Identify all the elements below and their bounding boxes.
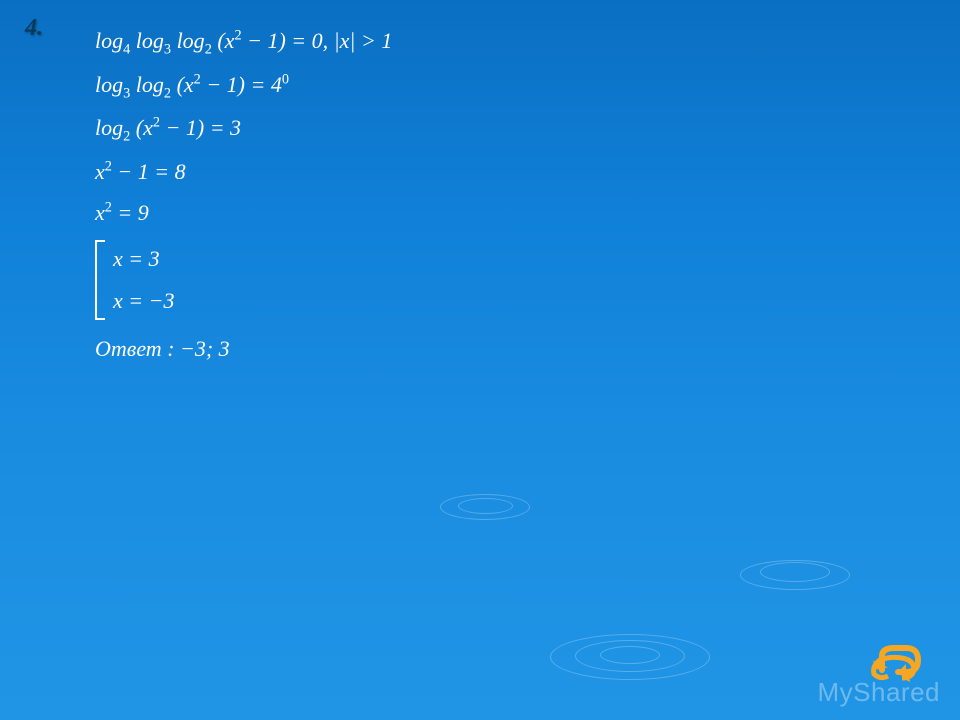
text: log — [130, 72, 164, 97]
solution-block: log4 log3 log2 (x2 − 1) = 0, |x| > 1 log… — [95, 20, 392, 370]
text: x — [95, 200, 105, 225]
text: log — [171, 28, 205, 53]
text: log — [130, 28, 164, 53]
subscript: 2 — [164, 85, 171, 101]
equation-line-1: log4 log3 log2 (x2 − 1) = 0, |x| > 1 — [95, 20, 392, 64]
superscript: 2 — [234, 28, 241, 44]
superscript: 2 — [153, 115, 160, 131]
text: − 1) = 0, |x| > 1 — [242, 28, 393, 53]
equation-line-7: x = −3 — [113, 280, 392, 322]
answer-line: Ответ : −3; 3 — [95, 328, 392, 370]
left-bracket-icon — [95, 240, 105, 320]
text: log — [95, 115, 123, 140]
equation-line-5: x2 = 9 — [95, 192, 392, 234]
text: (x — [130, 115, 153, 140]
text: (x — [171, 72, 194, 97]
equation-line-4: x2 − 1 = 8 — [95, 151, 392, 193]
text: log — [95, 28, 123, 53]
back-arrow-button[interactable] — [868, 642, 922, 682]
equation-line-6: x = 3 — [113, 238, 392, 280]
watermark: MyShared — [818, 677, 941, 708]
superscript: 2 — [194, 71, 201, 87]
text: (x — [212, 28, 235, 53]
text: x — [95, 159, 105, 184]
solution-bracket: x = 3 x = −3 — [95, 238, 392, 322]
subscript: 2 — [205, 41, 212, 57]
u-turn-arrow-icon — [868, 642, 922, 682]
text: − 1 = 8 — [112, 159, 186, 184]
text: = 9 — [112, 200, 149, 225]
text: − 1) = 4 — [201, 72, 282, 97]
equation-line-2: log3 log2 (x2 − 1) = 40 — [95, 64, 392, 108]
equation-line-3: log2 (x2 − 1) = 3 — [95, 107, 392, 151]
superscript: 2 — [105, 158, 112, 174]
superscript: 2 — [105, 200, 112, 216]
superscript: 0 — [282, 71, 289, 87]
text: log — [95, 72, 123, 97]
problem-number: 4. — [25, 15, 43, 42]
subscript: 3 — [164, 41, 171, 57]
ripple-deco — [760, 562, 830, 582]
ripple-deco — [458, 498, 513, 514]
text: − 1) = 3 — [160, 115, 241, 140]
ripple-deco — [600, 646, 660, 664]
